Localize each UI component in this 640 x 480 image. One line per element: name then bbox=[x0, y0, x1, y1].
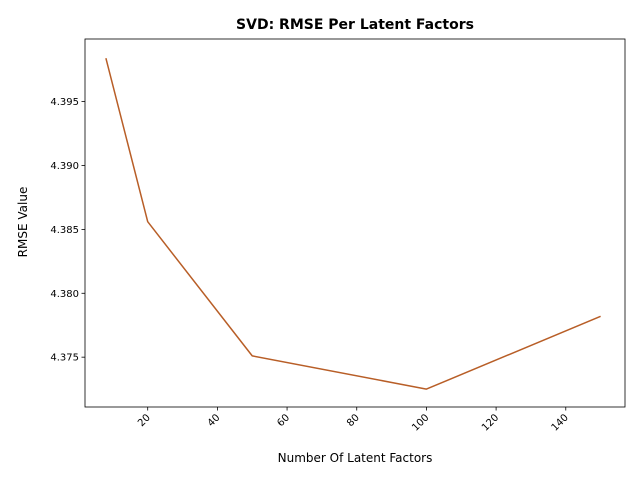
y-tick-label: 4.385 bbox=[50, 225, 79, 236]
x-axis-label: Number Of Latent Factors bbox=[278, 451, 433, 465]
axes-frame bbox=[84, 38, 626, 408]
y-tick-label: 4.390 bbox=[50, 161, 79, 172]
chart-title: SVD: RMSE Per Latent Factors bbox=[236, 17, 474, 33]
y-tick-label: 4.380 bbox=[50, 289, 79, 300]
y-axis-label: RMSE Value bbox=[16, 187, 30, 258]
y-tick-label: 4.395 bbox=[50, 97, 79, 108]
y-tick-label: 4.375 bbox=[50, 353, 79, 364]
